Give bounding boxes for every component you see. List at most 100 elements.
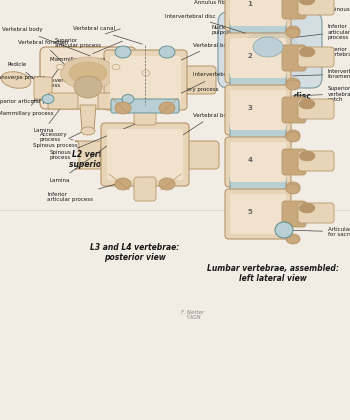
FancyBboxPatch shape [178, 66, 216, 94]
Polygon shape [80, 105, 96, 129]
Ellipse shape [299, 203, 315, 213]
Ellipse shape [115, 102, 131, 114]
Text: Pedicle: Pedicle [227, 0, 287, 10]
FancyBboxPatch shape [40, 47, 136, 109]
FancyBboxPatch shape [110, 56, 181, 104]
FancyBboxPatch shape [218, 12, 322, 88]
Ellipse shape [286, 130, 300, 140]
Ellipse shape [74, 76, 102, 98]
FancyBboxPatch shape [230, 176, 286, 190]
Text: F. Netter
©IGN: F. Netter ©IGN [181, 310, 205, 320]
FancyBboxPatch shape [181, 141, 219, 169]
Text: Intervertebral disc: Intervertebral disc [158, 73, 244, 105]
Ellipse shape [275, 222, 293, 238]
Text: Superior articular process: Superior articular process [0, 99, 64, 103]
Ellipse shape [1, 72, 31, 88]
FancyBboxPatch shape [225, 33, 291, 83]
FancyBboxPatch shape [298, 203, 334, 223]
Ellipse shape [122, 94, 134, 103]
FancyBboxPatch shape [230, 124, 286, 138]
Text: Pedicle: Pedicle [8, 63, 41, 85]
Ellipse shape [286, 80, 300, 90]
Text: Mammillary process: Mammillary process [50, 41, 122, 63]
Text: Intervertebral disc: Intervertebral disc [230, 92, 310, 101]
Ellipse shape [159, 46, 175, 58]
Text: Nucleus
pulposus: Nucleus pulposus [212, 25, 265, 46]
FancyBboxPatch shape [282, 97, 306, 123]
Text: Inferior
articular process: Inferior articular process [47, 183, 120, 202]
Text: Lumbar vertebrae, assembled:
left lateral view: Lumbar vertebrae, assembled: left latera… [207, 264, 339, 284]
Ellipse shape [145, 72, 175, 88]
FancyBboxPatch shape [282, 149, 306, 175]
Ellipse shape [159, 102, 175, 114]
Text: Accessory process: Accessory process [149, 74, 218, 92]
Ellipse shape [286, 182, 300, 192]
Text: 3: 3 [247, 105, 252, 111]
Ellipse shape [112, 65, 120, 69]
Text: Accessory
process: Accessory process [40, 131, 73, 142]
Text: 2: 2 [248, 53, 252, 59]
FancyBboxPatch shape [282, 0, 306, 19]
Text: Vertebral canal: Vertebral canal [73, 26, 142, 44]
FancyBboxPatch shape [230, 72, 286, 86]
FancyBboxPatch shape [225, 137, 291, 187]
Ellipse shape [69, 62, 107, 84]
Ellipse shape [42, 94, 54, 103]
FancyBboxPatch shape [230, 194, 286, 234]
Text: Transverse
process: Transverse process [40, 75, 73, 88]
FancyBboxPatch shape [282, 45, 306, 71]
Text: Spinous process: Spinous process [321, 8, 350, 13]
Text: Transverse process: Transverse process [0, 74, 46, 80]
FancyBboxPatch shape [225, 85, 291, 135]
FancyBboxPatch shape [98, 93, 128, 109]
Ellipse shape [286, 28, 300, 38]
Ellipse shape [253, 37, 283, 57]
Text: Vertebral body: Vertebral body [162, 113, 234, 149]
Ellipse shape [115, 178, 131, 190]
FancyBboxPatch shape [298, 151, 334, 171]
Text: Inferior
articular
process: Inferior articular process [293, 24, 350, 40]
FancyBboxPatch shape [298, 99, 334, 119]
Ellipse shape [299, 0, 315, 5]
Text: Superior
vertebral
notch: Superior vertebral notch [293, 86, 350, 102]
Ellipse shape [159, 178, 175, 190]
Ellipse shape [81, 127, 95, 135]
Ellipse shape [56, 65, 64, 69]
FancyBboxPatch shape [48, 93, 78, 109]
FancyBboxPatch shape [111, 99, 179, 113]
Text: Superior
articular process: Superior articular process [55, 29, 120, 48]
Ellipse shape [286, 132, 300, 142]
FancyBboxPatch shape [225, 0, 291, 31]
Text: Interior
vertebral notch: Interior vertebral notch [293, 47, 350, 58]
Ellipse shape [286, 26, 300, 36]
FancyBboxPatch shape [230, 90, 286, 130]
FancyBboxPatch shape [282, 201, 306, 227]
Text: Intervertebral
foramen: Intervertebral foramen [293, 68, 350, 79]
Text: 1: 1 [247, 1, 252, 7]
FancyBboxPatch shape [78, 66, 108, 94]
Text: 5: 5 [248, 209, 252, 215]
Ellipse shape [142, 70, 150, 76]
Text: L2 vertebra:
superior view: L2 vertebra: superior view [69, 150, 127, 169]
FancyBboxPatch shape [230, 142, 286, 182]
FancyBboxPatch shape [34, 77, 52, 99]
FancyBboxPatch shape [225, 189, 291, 239]
Text: Mammillary process: Mammillary process [0, 69, 58, 116]
Ellipse shape [299, 151, 315, 161]
FancyBboxPatch shape [298, 47, 334, 67]
Ellipse shape [286, 234, 300, 244]
FancyBboxPatch shape [230, 0, 286, 26]
Text: Lamina: Lamina [50, 142, 113, 183]
FancyBboxPatch shape [298, 0, 334, 15]
Ellipse shape [61, 57, 116, 89]
FancyBboxPatch shape [230, 38, 286, 78]
Text: Lamina: Lamina [33, 103, 64, 134]
Text: L3 and L4 vertebrae:
posterior view: L3 and L4 vertebrae: posterior view [90, 243, 180, 262]
FancyBboxPatch shape [104, 50, 187, 110]
Text: Vertebral foramen: Vertebral foramen [18, 40, 81, 81]
Text: 4: 4 [247, 157, 252, 163]
Text: Spinous
process: Spinous process [50, 121, 142, 160]
Text: Vertebral body: Vertebral body [162, 42, 234, 69]
FancyBboxPatch shape [124, 77, 142, 99]
FancyBboxPatch shape [134, 101, 156, 125]
